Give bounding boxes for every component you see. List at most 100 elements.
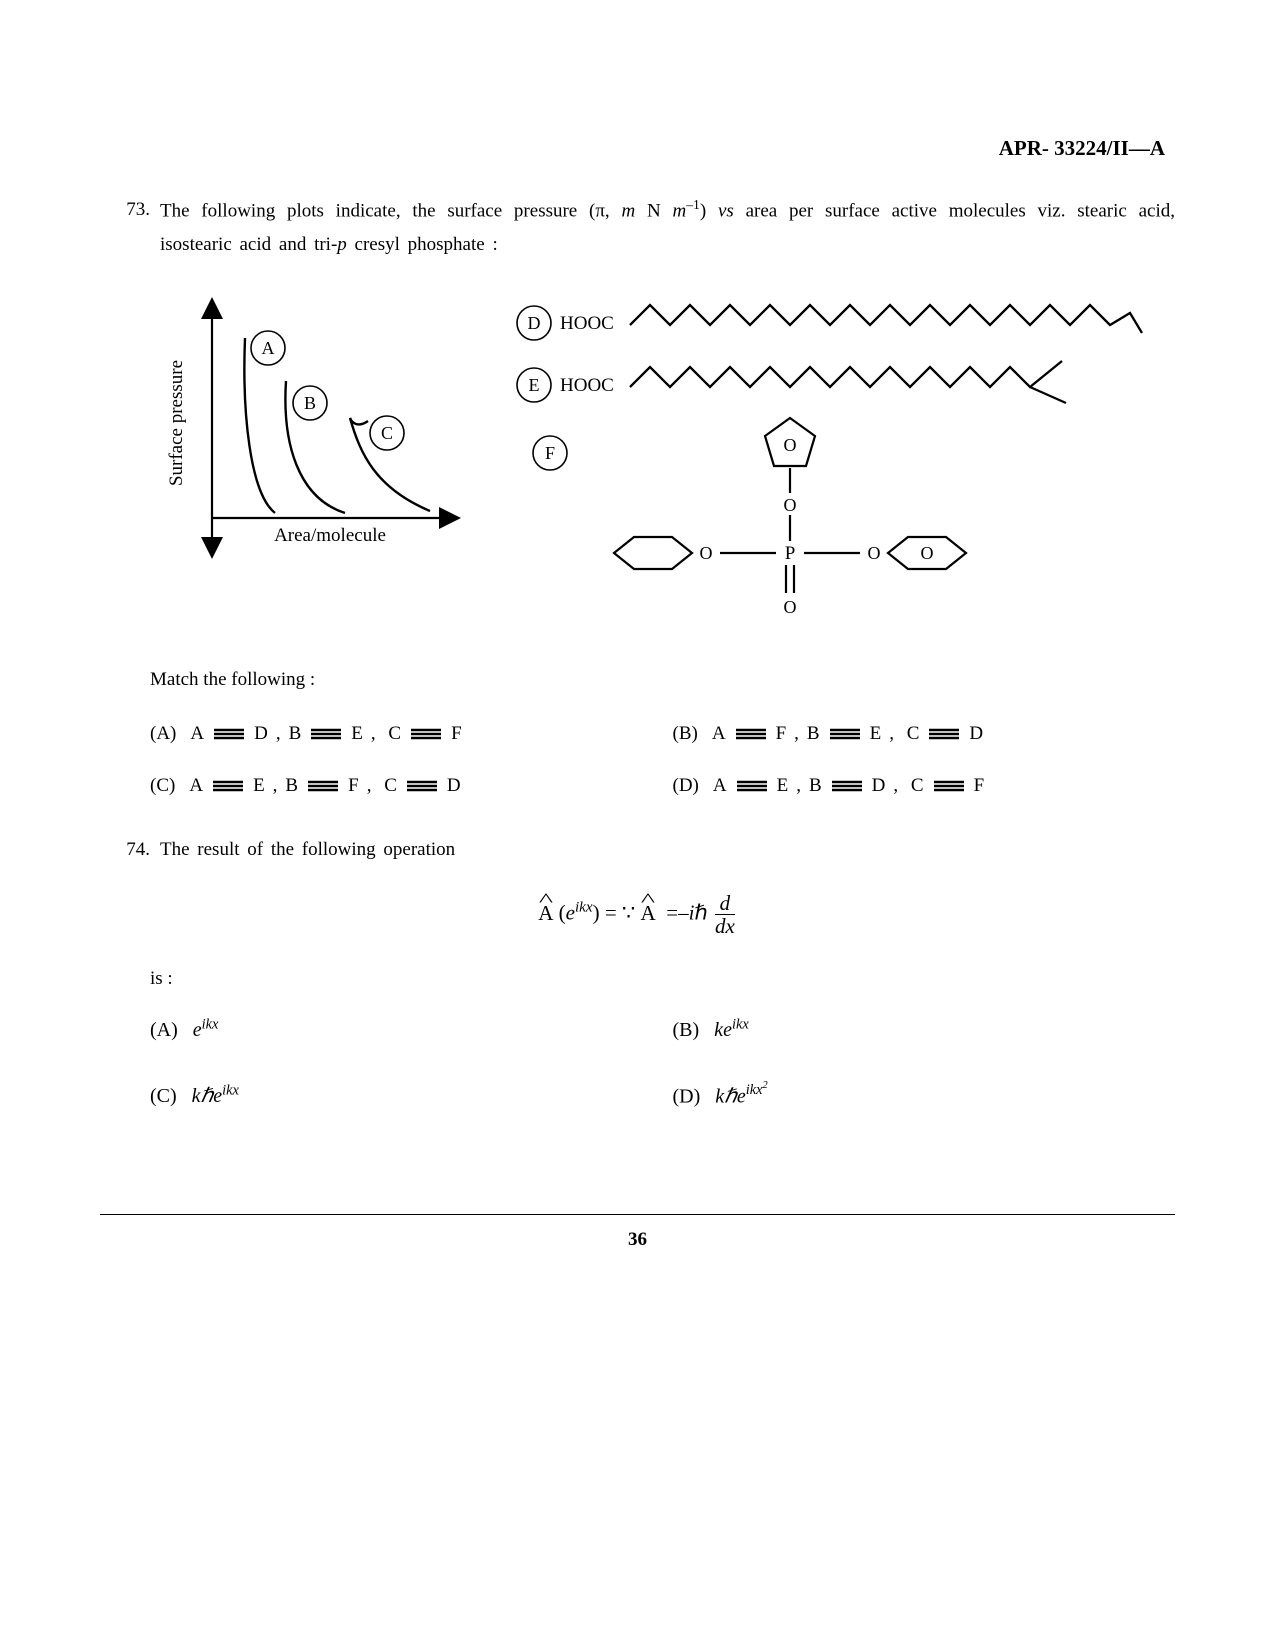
option-B: (B) A F, B E, C D [673, 717, 1176, 751]
eq-eq1: = [605, 901, 622, 925]
equiv-icon [830, 779, 864, 793]
question-number: 73. [100, 193, 160, 263]
svg-text:HOOC: HOOC [560, 375, 614, 396]
equiv-icon [932, 779, 966, 793]
molecule-diagrams: D HOOC E HOOC F O O P O [510, 293, 1150, 633]
opt-label: (B) [673, 717, 698, 751]
opt-exp: ikx [202, 1016, 219, 1032]
opt-token: A [713, 769, 727, 803]
opt-e: e [737, 1085, 746, 1107]
svg-text:P: P [785, 543, 796, 564]
equiv-icon [734, 727, 768, 741]
svg-text:Area/molecule: Area/molecule [274, 525, 386, 546]
svg-text:O: O [921, 543, 934, 563]
surface-pressure-graph: A B C Area/molecule Surface pressure [150, 293, 470, 573]
opt-exp: ikx [732, 1016, 749, 1032]
svg-text:Surface pressure: Surface pressure [166, 359, 187, 485]
q74-is: is : [150, 962, 1175, 996]
eq-e: e [566, 901, 575, 925]
equiv-icon [306, 779, 340, 793]
frac-den: dx [715, 914, 735, 937]
option-D: (D) kℏeikx2 [673, 1078, 1176, 1114]
opt-e: e [723, 1019, 732, 1041]
q73-p: p [337, 234, 347, 255]
opt-token: A [189, 769, 203, 803]
question-74: 74. The result of the following operatio… [100, 833, 1175, 867]
opt-prefix: kℏ [715, 1085, 737, 1107]
opt-token: B [807, 717, 820, 751]
opt-token: E [777, 769, 789, 803]
option-B: (B) keikx [673, 1012, 1176, 1048]
question-text: The result of the following operation [160, 833, 1175, 867]
q73-text-a: The following plots indicate, the surfac… [160, 200, 621, 221]
opt-token: F [348, 769, 359, 803]
opt-token: C [384, 769, 397, 803]
equiv-icon [212, 727, 246, 741]
footer-rule [100, 1214, 1175, 1215]
opt-token: B [289, 717, 302, 751]
opt-exp: ikx [746, 1082, 763, 1098]
opt-token: C [388, 717, 401, 751]
opt-prefix: kℏ [192, 1085, 214, 1107]
opt-e: e [193, 1019, 202, 1041]
opt-label: (B) [673, 1019, 700, 1041]
match-label: Match the following : [150, 663, 1175, 697]
opt-exp-sq: 2 [763, 1081, 768, 1092]
equiv-icon [405, 779, 439, 793]
q73-text-e: cresyl phosphate : [347, 234, 498, 255]
opt-token: C [907, 717, 920, 751]
option-D: (D) A E, B D, C F [673, 769, 1176, 803]
svg-text:O: O [868, 543, 881, 563]
eq-ikx: ikx [575, 900, 593, 916]
opt-token: F [974, 769, 985, 803]
svg-text:B: B [304, 393, 316, 413]
q74-equation: A (eikx) = ∵ A =–iℏ d dx [100, 892, 1175, 937]
svg-text:O: O [784, 597, 797, 617]
opt-token: E [351, 717, 363, 751]
opt-token: C [911, 769, 924, 803]
svg-text:HOOC: HOOC [560, 313, 614, 334]
opt-token: B [809, 769, 822, 803]
because-icon: ∵ [622, 901, 635, 925]
figure-row: A B C Area/molecule Surface pressure D H… [150, 293, 1175, 633]
q73-m2: m [672, 200, 686, 221]
q73-m: m [621, 200, 635, 221]
opt-token: A [712, 717, 726, 751]
svg-text:E: E [529, 375, 540, 395]
eq-hbar: ℏ [694, 901, 707, 925]
question-73: 73. The following plots indicate, the su… [100, 193, 1175, 263]
equiv-icon [409, 727, 443, 741]
opt-e: e [213, 1085, 222, 1107]
q73-options: (A) A D, B E, C F (B) A F, B E, C D (C) … [150, 717, 1175, 803]
q73-vs: vs [718, 200, 734, 221]
q73-text-c: ) [700, 200, 718, 221]
opt-label: (C) [150, 769, 175, 803]
svg-text:C: C [381, 423, 393, 443]
question-number: 74. [100, 833, 160, 867]
opt-label: (D) [673, 769, 699, 803]
opt-token: B [285, 769, 298, 803]
svg-text:F: F [545, 443, 555, 463]
opt-token: F [451, 717, 462, 751]
equiv-icon [927, 727, 961, 741]
eq-minus: – [678, 901, 689, 925]
A-hat-2: A [641, 895, 656, 933]
opt-token: D [872, 769, 886, 803]
opt-label: (C) [150, 1085, 177, 1107]
opt-exp: ikx [222, 1082, 239, 1098]
opt-label: (A) [150, 1019, 178, 1041]
frac-num: d [715, 892, 735, 914]
A-hat: A [538, 895, 553, 933]
opt-token: E [253, 769, 265, 803]
q73-sup: –1 [686, 197, 700, 212]
option-A: (A) A D, B E, C F [150, 717, 653, 751]
option-A: (A) eikx [150, 1012, 653, 1048]
equiv-icon [309, 727, 343, 741]
option-C: (C) A E, B F, C D [150, 769, 653, 803]
fraction: d dx [713, 892, 737, 937]
svg-text:O: O [700, 543, 713, 563]
q74-options: (A) eikx (B) keikx (C) kℏeikx (D) kℏeikx… [150, 1012, 1175, 1114]
header-code: APR- 33224/II—A [100, 130, 1175, 168]
equiv-icon [735, 779, 769, 793]
opt-prefix: k [714, 1019, 723, 1041]
